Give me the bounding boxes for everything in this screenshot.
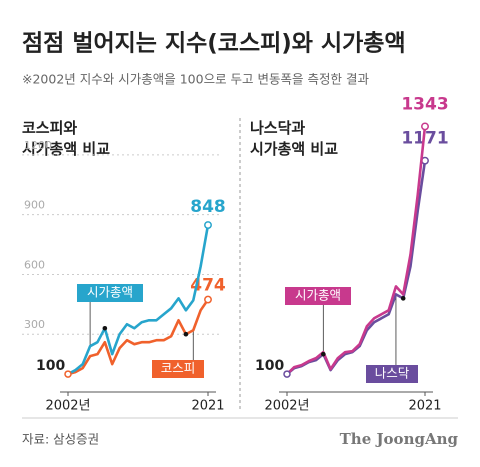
y-tick-label: 600 bbox=[24, 258, 45, 271]
x-tick-label: 2021 bbox=[408, 399, 441, 414]
end-label: 848 bbox=[190, 197, 226, 217]
annotation-dot bbox=[102, 325, 108, 331]
end-label: 1343 bbox=[401, 94, 448, 114]
x-tick-label: 2002년 bbox=[264, 399, 309, 414]
series-line bbox=[286, 160, 427, 376]
legend-label: 시가총액 bbox=[87, 285, 133, 300]
start-label: 100 bbox=[36, 358, 65, 374]
series-line bbox=[286, 126, 427, 376]
start-marker bbox=[283, 370, 291, 378]
start-label: 100 bbox=[255, 358, 284, 374]
annotation-dot bbox=[400, 296, 406, 301]
title-line: 시가총액 비교 bbox=[22, 140, 110, 158]
label-box bbox=[366, 365, 418, 383]
annotation-dot bbox=[321, 351, 326, 357]
end-marker bbox=[421, 122, 429, 131]
label-box bbox=[152, 360, 204, 378]
x-tick-label: 2021 bbox=[191, 399, 224, 414]
subtitle: ※2002년 지수와 시가총액을 100으로 두고 변동폭을 측정한 결과 bbox=[22, 72, 369, 87]
label-box bbox=[285, 287, 351, 305]
title-line: 시가총액 비교 bbox=[250, 140, 338, 158]
start-marker bbox=[64, 370, 72, 378]
source: 자료: 삼성증권 bbox=[22, 432, 99, 447]
end-marker bbox=[204, 295, 212, 304]
annotation-dot bbox=[183, 331, 189, 337]
legend-label: 시가총액 bbox=[295, 288, 341, 303]
y-tick-label: 1200 bbox=[24, 139, 52, 152]
x-tick-label: 2002년 bbox=[45, 399, 90, 414]
title: 점점 벌어지는 지수(코스피)와 시가총액 bbox=[22, 31, 406, 57]
title-line: 코스피와 bbox=[22, 119, 77, 137]
label-box bbox=[77, 284, 143, 302]
legend-label: 나스닥 bbox=[375, 366, 410, 381]
brand: The JoongAng bbox=[340, 430, 459, 448]
series-line bbox=[67, 298, 210, 376]
y-tick-label: 300 bbox=[24, 318, 45, 331]
series-line bbox=[67, 224, 210, 376]
title-line: 나스닥과 bbox=[250, 119, 305, 137]
end-label: 474 bbox=[190, 276, 226, 296]
end-marker bbox=[204, 221, 212, 229]
legend-label: 코스피 bbox=[161, 361, 196, 376]
y-tick-label: 900 bbox=[24, 199, 45, 212]
